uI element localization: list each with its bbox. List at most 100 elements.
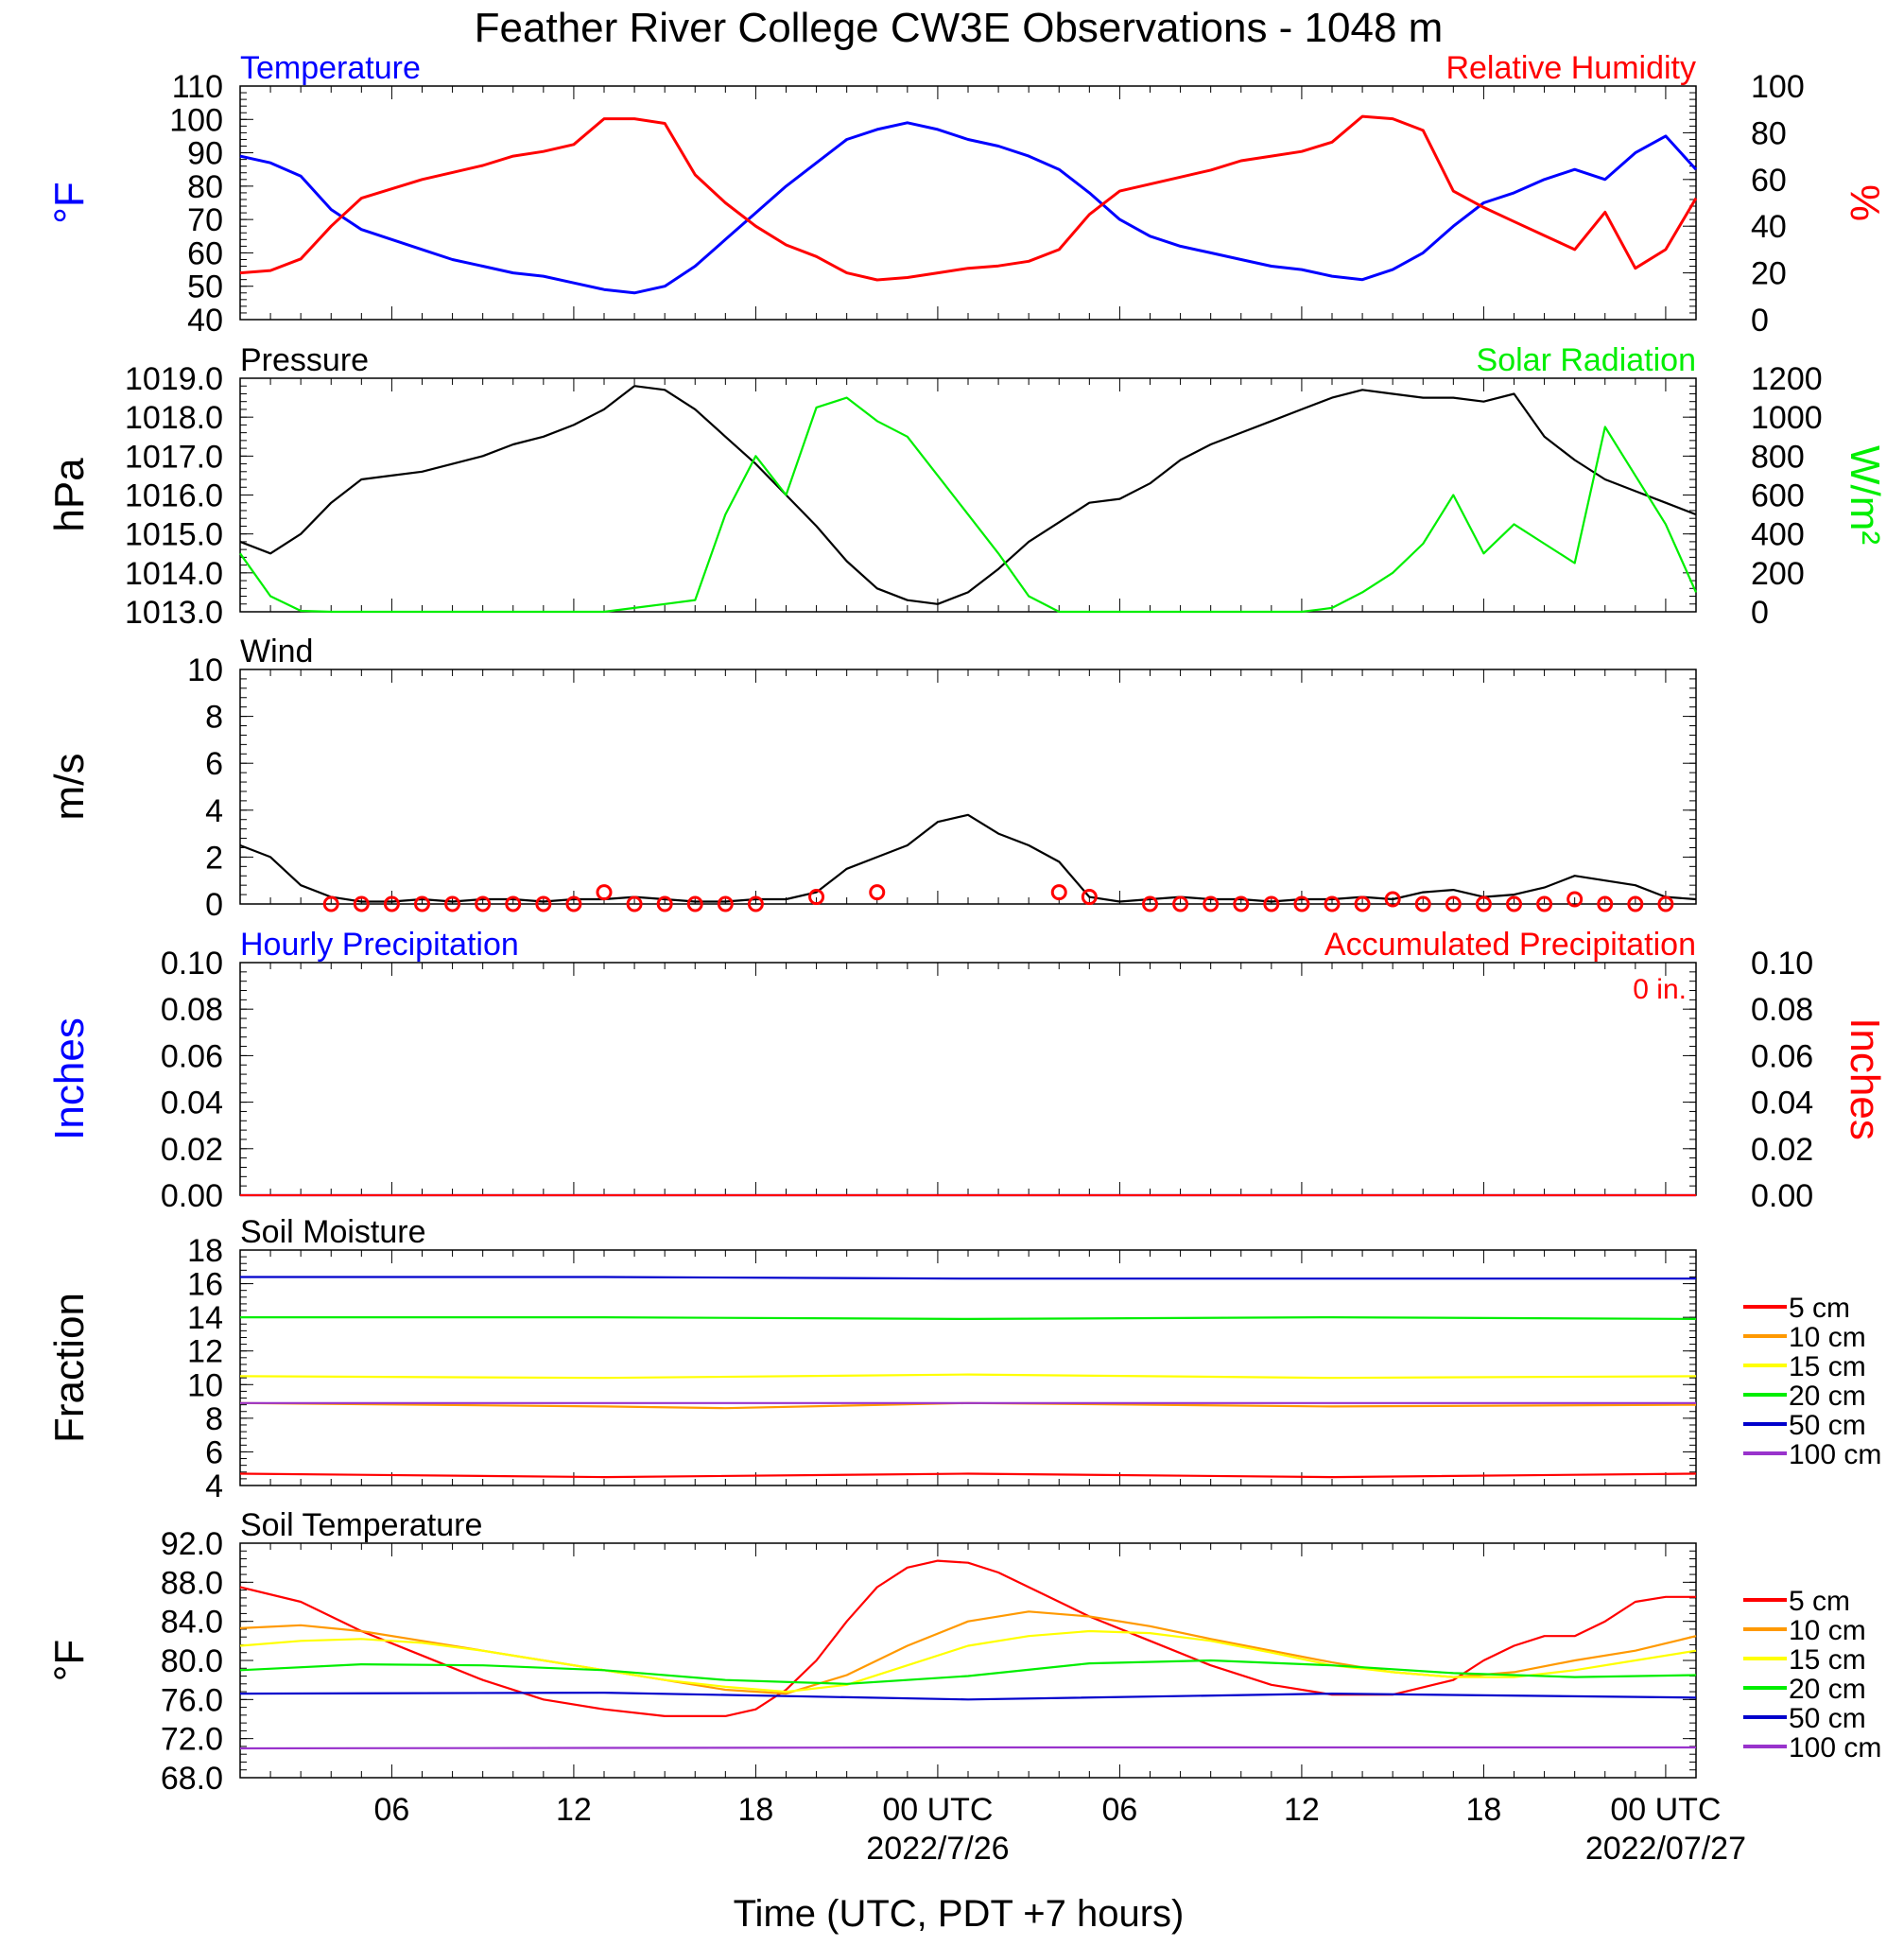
y-left-tick-label: 76.0 [161,1682,223,1718]
panel-title-right: Accumulated Precipitation [1324,927,1696,963]
wind-calm-marker [1566,891,1584,908]
y-left-tick-label: 1014.0 [125,556,223,592]
x-tick-label: 00 UTC [882,1792,993,1828]
y-left-tick-label: 1018.0 [125,400,223,436]
y-left-axis-title: Inches [46,1017,93,1140]
y-left-tick-label: 100 [169,102,223,138]
plot-frame [239,962,1697,1196]
panel-precipitation: 0.00 0.02 0.04 0.06 0.08 0.10 0.00 0.02 0.04 0.06… [46,927,1888,1214]
x-tick-label: 18 [1466,1792,1502,1828]
panel-soil_temperature: 68.072.0 76.080.084.0 88.092.0 °F Soil Tempe… [46,1507,1881,1797]
y-right-tick-label: 0.08 [1751,992,1813,1028]
wind-calm-marker [475,895,492,912]
wind-calm-marker [626,895,643,912]
series-line-wind [239,813,1697,903]
y-left-tick-label: 70 [187,202,223,238]
wind-calm-marker [1506,895,1522,912]
y-right-tick-label: 0 [1751,595,1769,631]
panel-title-right: Solar Radiation [1477,342,1696,378]
y-left-tick-label: 60 [187,235,223,271]
panel-title-left: Wind [240,634,313,669]
plot-frame [239,1542,1697,1779]
series-line-15-cm [239,1373,1697,1380]
y-left-tick-label: 0.06 [161,1038,223,1074]
wind-calm-marker [596,884,613,901]
wind-calm-marker [535,895,552,912]
wind-calm-marker [1233,895,1250,912]
wind-calm-marker [505,895,522,912]
legend-label: 20 cm [1789,1674,1866,1705]
y-left-tick-label: 0.00 [161,1178,223,1214]
y-left-tick-label: 10 [187,1367,223,1403]
series-line-5-cm [239,1559,1696,1718]
wind-calm-marker [1414,895,1431,912]
legend-label: 15 cm [1789,1351,1866,1382]
y-left-tick-label: 0.08 [161,992,223,1028]
legend-label: 100 cm [1789,1439,1881,1470]
legend-label: 10 cm [1789,1322,1866,1353]
series-line-100-cm [239,1746,1696,1750]
x-tick-label: 12 [1284,1792,1320,1828]
y-left-tick-label: 1019.0 [125,361,223,397]
y-right-tick-label: 600 [1751,478,1805,514]
y-left-tick-label: 8 [205,700,223,736]
panel-title-left: Soil Moisture [240,1214,426,1250]
wind-calm-marker [353,895,370,912]
y-right-tick-label: 1000 [1751,400,1823,436]
y-left-tick-label: 1015.0 [125,517,223,553]
y-left-tick-label: 1013.0 [125,595,223,631]
panel-title-left: Soil Temperature [240,1507,482,1543]
y-left-tick-label: 12 [187,1334,223,1370]
y-left-axis-title: m/s [46,754,93,821]
series-line-solar-radiation [239,396,1698,614]
panel-title-left: Hourly Precipitation [240,927,519,963]
wind-calm-marker [808,889,825,906]
series-line-pressure [239,385,1697,605]
chart-title: Feather River College CW3E Observations … [475,5,1444,51]
panel-pressure_solar: 1013.01014.01015.01016.01017.01018.01019… [46,342,1888,631]
y-left-tick-label: 0.02 [161,1132,223,1168]
y-left-tick-label: 40 [187,303,223,339]
x-date-label: 2022/7/26 [866,1831,1009,1867]
y-left-tick-label: 10 [187,652,223,688]
wind-calm-marker [1172,895,1189,912]
wind-calm-marker [1081,889,1098,906]
legend-label: 10 cm [1789,1615,1866,1646]
y-right-tick-label: 0.00 [1751,1178,1813,1214]
y-left-tick-label: 4 [205,793,223,829]
series-line-15-cm [239,1629,1697,1694]
x-tick-label: 06 [374,1792,410,1828]
wind-calm-marker [414,895,430,912]
legend-label: 20 cm [1789,1381,1866,1412]
y-left-tick-label: 50 [187,269,223,305]
y-right-tick-label: 200 [1751,556,1805,592]
wind-calm-marker [1536,895,1553,912]
y-left-axis-title: °F [46,182,93,223]
y-left-tick-label: 92.0 [161,1526,223,1562]
wind-calm-marker [1445,895,1462,912]
y-right-tick-label: 0.10 [1751,946,1813,982]
y-left-tick-label: 80 [187,169,223,205]
y-left-tick-label: 90 [187,136,223,172]
series-line-temperature [239,121,1698,295]
wind-calm-marker [1384,891,1401,908]
series-line-20-cm [240,1315,1697,1321]
wind-calm-marker [1475,895,1492,912]
y-left-tick-label: 1016.0 [125,478,223,514]
legend-label: 5 cm [1789,1293,1850,1324]
wind-calm-marker [1050,884,1067,901]
y-left-tick-label: 4 [205,1468,223,1504]
y-right-tick-label: 100 [1751,69,1805,105]
wind-calm-marker [322,895,339,912]
series-line-20-cm [239,1659,1697,1685]
legend-label: 100 cm [1789,1732,1881,1764]
y-left-tick-label: 16 [187,1267,223,1303]
wind-calm-marker [1657,895,1674,912]
plot-frame [239,377,1697,613]
panel-title-left: Pressure [240,342,369,378]
wind-calm-marker [656,895,673,912]
legend-label: 50 cm [1789,1410,1866,1441]
x-tick-label: 06 [1102,1792,1138,1828]
